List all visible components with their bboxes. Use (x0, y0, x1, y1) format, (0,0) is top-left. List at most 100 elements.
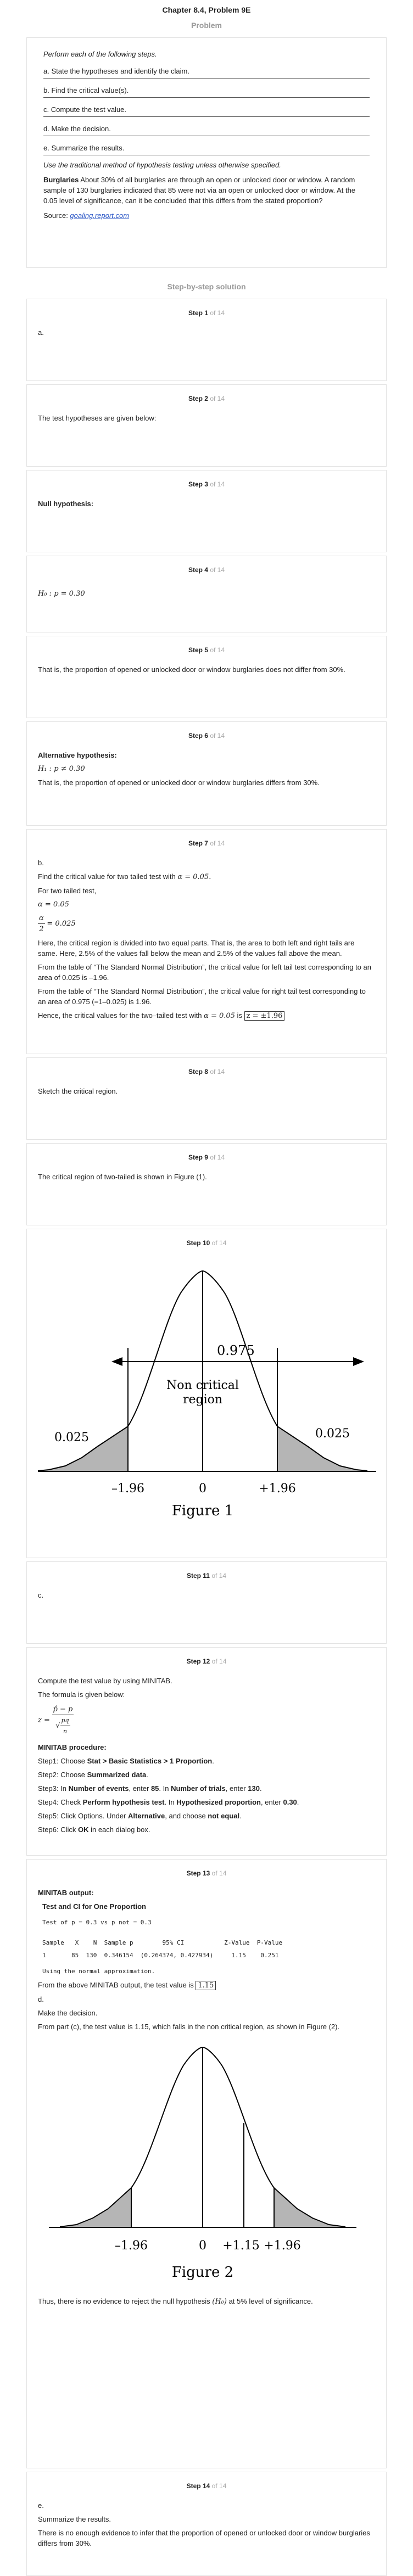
alpha-value: α = 0.05 (38, 900, 69, 909)
step-paragraph: There is no enough evidence to infer tha… (38, 2529, 370, 2547)
step-label: Step 9 of 14 (188, 1153, 225, 1161)
step-card-2: Step 2 of 14 The test hypotheses are giv… (26, 384, 387, 467)
figure-caption: Figure 1 (172, 1503, 233, 1519)
page-title: Chapter 8.4, Problem 9E (162, 5, 251, 14)
step-paragraph: Here, the critical region is divided int… (38, 939, 355, 957)
z-formula: z = p̂ − p √ pq n (38, 1705, 74, 1735)
minitab-output-title: Test and CI for One Proportion (42, 1902, 146, 1911)
proc-step-2: Step2: Choose Summarized data. (38, 1771, 148, 1779)
step-label: Step 11 of 14 (186, 1572, 227, 1580)
minitab-proc-heading: MINITAB procedure: (38, 1743, 107, 1751)
source-link[interactable]: goaling.report.com (70, 211, 130, 220)
minitab-test-line: Test of p = 0.3 vs p not = 0.3 (42, 1919, 152, 1926)
step-label: Step 4 of 14 (188, 566, 225, 574)
left-tail-shade (60, 2188, 131, 2227)
step-text: Null hypothesis: (38, 500, 94, 508)
conclusion-line: Thus, there is no evidence to reject the… (38, 2297, 313, 2306)
step-card-14: Step 14 of 14 e. Summarize the results. … (26, 2472, 387, 2576)
step-text: That is, the proportion of opened or unl… (38, 779, 320, 787)
step-line: Compute the test value by using MINITAB. (38, 1677, 172, 1685)
step-text: c. (38, 1591, 44, 1599)
proc-step-3: Step3: In Number of events, enter 85. In… (38, 1784, 262, 1793)
step-card-6: Step 6 of 14 Alternative hypothesis: H₁ … (26, 721, 387, 826)
left-tail-label: 0.025 (54, 1431, 89, 1444)
step-line: Find the critical value for two tailed t… (38, 872, 211, 881)
step-label: Step 5 of 14 (188, 646, 225, 654)
right-tail-shade (274, 2188, 345, 2227)
tick-right-label: +1.96 (259, 1482, 295, 1496)
right-tail-label: 0.025 (315, 1427, 350, 1441)
step-label: Step 14 of 14 (186, 2482, 227, 2490)
step-paragraph: From part (c), the test value is 1.15, w… (38, 2023, 340, 2031)
tick-zero-label: 0 (199, 1482, 206, 1496)
source-label: Source: (43, 211, 70, 220)
problem-text: About 30% of all burglaries are through … (43, 176, 356, 205)
step-label: Step 7 of 14 (188, 839, 225, 847)
problem-instruction: Use the traditional method of hypothesis… (43, 161, 281, 169)
step-card-12: Step 12 of 14 Compute the test value by … (26, 1647, 387, 1856)
arrow-head-left (111, 1357, 122, 1366)
problem-heading: Problem (191, 21, 222, 30)
arrow-head-right (353, 1357, 364, 1366)
proc-step-5: Step5: Click Options. Under Alternative,… (38, 1812, 242, 1820)
step-card-7: Step 7 of 14 b. Find the critical value … (26, 829, 387, 1054)
critical-value-line: Hence, the critical values for the two–t… (38, 1010, 375, 1021)
step-line: Make the decision. (38, 2009, 98, 2017)
step-label-e: e. (38, 2501, 44, 2510)
step-line: Summarize the results. (38, 2515, 111, 2523)
step-label-b: b. (38, 859, 44, 867)
step-card-1: Step 1 of 14 a. (26, 299, 387, 381)
figure-caption: Figure 2 (172, 2264, 233, 2281)
problem-item-e: e. Summarize the results. (43, 141, 370, 155)
null-hypothesis: H₀ : p = 0.30 (38, 590, 85, 598)
center-area-label: 0.975 (217, 1343, 255, 1358)
step-card-5: Step 5 of 14 That is, the proportion of … (26, 636, 387, 718)
solution-heading: Step-by-step solution (167, 282, 246, 291)
step-card-10: Step 10 of 14 0.975 Non critical region … (26, 1229, 387, 1558)
minitab-table-header: Sample X N Sample p 95% CI Z-Value P-Val… (42, 1939, 283, 1946)
step-label: Step 8 of 14 (188, 1068, 225, 1076)
step-card-8: Step 8 of 14 Sketch the critical region. (26, 1057, 387, 1140)
region-label-1: Non critical (166, 1379, 239, 1392)
step-card-11: Step 11 of 14 c. (26, 1561, 387, 1644)
step-card-13: Step 13 of 14 MINITAB output: Test and C… (26, 1859, 387, 2468)
problem-item-d: d. Make the decision. (43, 121, 370, 136)
step-label: Step 2 of 14 (188, 395, 225, 402)
step-card-4: Step 4 of 14 H₀ : p = 0.30 (26, 556, 387, 632)
proc-step-1: Step1: Choose Stat > Basic Statistics > … (38, 1757, 214, 1765)
problem-item-c: c. Compute the test value. (43, 102, 370, 117)
step-card-9: Step 9 of 14 The critical region of two-… (26, 1143, 387, 1225)
figure-1-diagram: 0.975 Non critical region 0.025 0.025 –1… (37, 1270, 376, 1519)
step-label: Step 3 of 14 (188, 480, 225, 488)
problem-intro: Perform each of the following steps. (43, 50, 157, 58)
tick-left-label: –1.96 (115, 2239, 148, 2253)
minitab-table-row: 1 85 130 0.346154 (0.264374, 0.427934) 1… (42, 1952, 279, 1959)
problem-item-a: a. State the hypotheses and identify the… (43, 64, 370, 79)
problem-title: Burglaries (43, 176, 79, 184)
tick-right-label: +1.96 (264, 2239, 300, 2253)
step-label: Step 10 of 14 (186, 1239, 227, 1247)
minitab-note: Using the normal approximation. (42, 1968, 155, 1975)
step-card-3: Step 3 of 14 Null hypothesis: (26, 470, 387, 552)
step-label: Step 1 of 14 (188, 309, 225, 317)
problem-card: Perform each of the following steps. a. … (26, 37, 387, 268)
problem-item-b: b. Find the critical value(s). (43, 83, 370, 98)
step-line: For two tailed test, (38, 887, 97, 895)
tick-mid-label: +1.15 (222, 2239, 259, 2253)
step-paragraph: From the table of “The Standard Normal D… (38, 963, 371, 982)
minitab-output-heading: MINITAB output: (38, 1889, 94, 1897)
step-label: Step 12 of 14 (186, 1657, 227, 1665)
left-tail-shade (38, 1426, 128, 1471)
step-text: a. (38, 328, 44, 337)
step-text: The test hypotheses are given below: (38, 414, 157, 422)
problem-source: Source: goaling.report.com (43, 210, 370, 221)
region-label-2: region (183, 1393, 222, 1407)
step-line: The formula is given below: (38, 1690, 125, 1699)
step-text: That is, the proportion of opened or unl… (38, 665, 345, 674)
step-paragraph: From the table of “The Standard Normal D… (38, 987, 366, 1006)
test-value-line: From the above MINITAB output, the test … (38, 1980, 375, 1991)
problem-body: Burglaries About 30% of all burglaries a… (43, 175, 370, 206)
right-tail-shade (277, 1426, 376, 1471)
tick-zero-label: 0 (199, 2239, 206, 2253)
